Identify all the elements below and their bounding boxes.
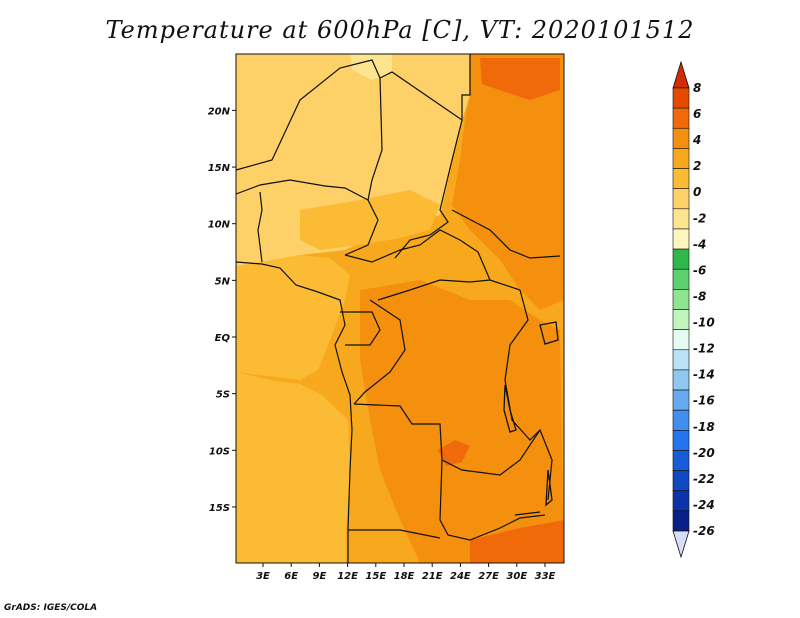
colorbar-swatch [672,188,690,210]
colorbar-swatch [672,329,690,351]
colorbar-label: -14 [693,368,715,382]
border-east-lakes [504,289,553,501]
chart-title: Temperature at 600hPa [C], VT: 202010151… [105,16,695,44]
colorbar-swatch [672,127,690,149]
lat-tick-label: 5S [216,390,230,401]
field-region-hot-ne [480,58,560,100]
border-car-north [344,229,491,281]
border-sudan-ss [451,209,561,259]
colorbar-swatch [672,168,690,189]
border-coast-west [235,261,353,563]
colorbar-swatch [672,470,690,492]
lat-tick-label: 5N [215,276,231,287]
border-angola-zambia [439,459,546,541]
colorbar-label: -8 [693,289,706,303]
colorbar-swatch [672,228,690,250]
colorbar-swatch [672,309,690,330]
lakes [503,321,559,516]
field-region-east [452,54,564,310]
lon-tick-label: 18E [394,571,415,582]
border-niger-nigeria [235,179,369,201]
colorbar-label: -4 [693,237,706,251]
lake-tanganyika [503,384,517,433]
colorbar-label: -6 [693,263,706,277]
lat-tick-label: EQ [215,333,231,344]
grads-credit: GrADS: IGES/COLA [4,603,98,613]
colorbar-swatch [672,510,690,532]
lon-tick-label: 21E [422,571,443,582]
colorbar-label: -12 [693,342,715,356]
colorbar-swatch [672,490,690,512]
lon-tick-label: 9E [313,571,327,582]
colorbar-label: -22 [693,472,715,486]
colorbar-label: 4 [692,133,701,147]
colorbar-swatch [672,248,690,270]
border-gabon [340,311,381,346]
colorbar-label: -18 [693,420,715,434]
colorbar-label: -10 [693,316,715,330]
colorbar-swatch [672,208,690,230]
lake-victoria [539,321,559,345]
temperature-field [236,54,564,563]
colorbar-label: -2 [693,211,706,225]
border-nigeria-benin [257,191,263,263]
border-car-south [377,279,521,301]
colorbar-swatch [672,148,690,169]
lat-tick-label: 10N [208,220,231,231]
lon-tick-label: 27E [478,571,499,582]
lon-tick-label: 30E [506,571,527,582]
colorbar-label: 0 [693,185,701,199]
lon-tick-label: 33E [535,571,556,582]
border-congo-drc [353,299,406,405]
field-region-sahel [300,190,440,250]
border-angola-namibia [348,529,441,539]
border-chad-east [394,119,463,259]
colorbar-label: 2 [693,159,701,173]
colorbar-label: -24 [693,498,715,512]
colorbar-swatch [672,349,690,371]
colorbar-swatch [672,289,690,310]
country-borders [235,54,561,563]
field-region-west [236,255,350,380]
colorbar-label: 6 [693,107,701,121]
lat-tick-label: 10S [209,446,230,457]
lat-tick-label: 15S [209,503,230,514]
lon-tick-label: 3E [256,571,270,582]
colorbar-swatch [672,409,690,431]
colorbar: 8 6 4 2 0 -2 -4 -6 -8 -10 -12 -14 -16 -18 -20 -22 -24 -26 [672,60,715,559]
colorbar-swatch [672,107,690,129]
colorbar-label: -26 [693,524,715,538]
lon-tick-label: 24E [450,571,471,582]
colorbar-label: -20 [693,446,715,460]
lake-malawi [545,469,553,507]
lon-tick-label: 6E [284,571,298,582]
colorbar-swatch [672,87,690,109]
colorbar-swatch [672,369,690,391]
lon-tick-label: 12E [337,571,358,582]
field-region-central [360,280,564,563]
colorbar-swatch [672,389,690,411]
colorbar-swatch [672,430,690,451]
latitude-axis: 20N 15N 10N 5N EQ 5S 10S 15S [208,106,236,514]
lat-tick-label: 20N [208,106,231,117]
field-region-hot-mid [438,440,470,466]
colorbar-bottom-arrow [672,530,690,559]
map-frame [235,53,565,564]
lake-kariba [514,511,541,516]
colorbar-swatch [672,268,690,290]
field-region-sw [236,372,350,563]
field-region-hot-se [470,520,564,563]
colorbar-top-arrow [672,60,690,89]
colorbar-label: 8 [693,81,701,95]
lat-tick-label: 15N [208,163,231,174]
field-region-pale [350,54,392,80]
colorbar-label: -16 [693,394,715,408]
lon-tick-label: 15E [365,571,386,582]
colorbar-swatch [672,450,690,471]
longitude-axis: 3E 6E 9E 12E 15E 18E 21E 24E 27E 30E 33E [256,563,556,582]
